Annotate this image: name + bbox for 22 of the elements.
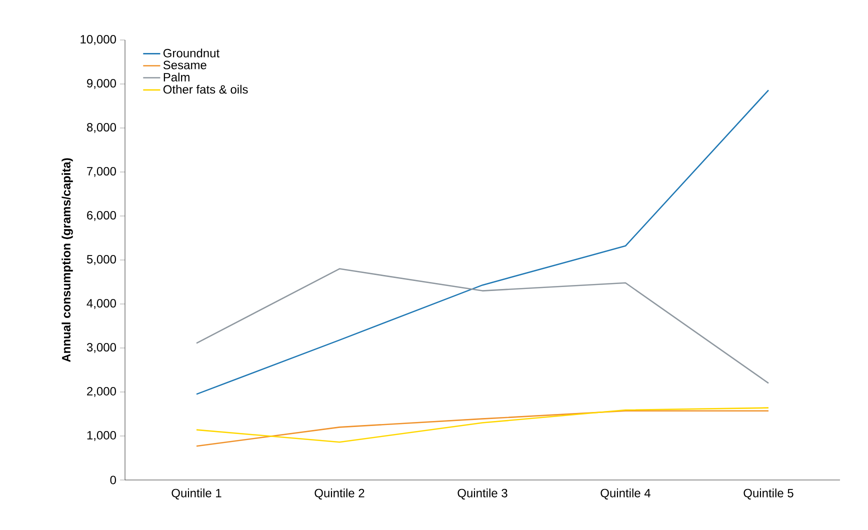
y-tick-label: 6,000 [87, 211, 116, 221]
y-tick-label: 2,000 [87, 387, 116, 397]
y-tick-label: 5,000 [86, 255, 116, 265]
y-tick-label: 0 [110, 476, 116, 484]
legend-label: Other fats & oils [163, 84, 248, 94]
y-tick-label: 3,000 [86, 343, 116, 353]
line-series [196, 268, 770, 384]
x-tick-label: Quintile 2 [314, 488, 364, 500]
x-tick-label: Quintile 1 [172, 488, 222, 500]
y-tick-label: 4,000 [86, 299, 116, 309]
y-axis-title: Annual consumption (grams/capita) [62, 158, 73, 362]
legend-label: Groundnut [163, 48, 220, 58]
x-tick-label: Quintile 5 [744, 488, 794, 500]
legend-label: Sesame [163, 60, 206, 70]
x-tick-label: Quintile 3 [458, 488, 508, 500]
y-tick-label: 1,000 [87, 431, 116, 441]
y-tick-label: 7,000 [87, 167, 116, 177]
y-tick-label: 9,000 [87, 79, 116, 89]
y-tick-label: 8,000 [86, 123, 116, 133]
y-tick-label: 10,000 [80, 35, 116, 45]
legend-label: Palm [164, 72, 190, 82]
x-tick-label: Quintile 4 [600, 488, 650, 500]
